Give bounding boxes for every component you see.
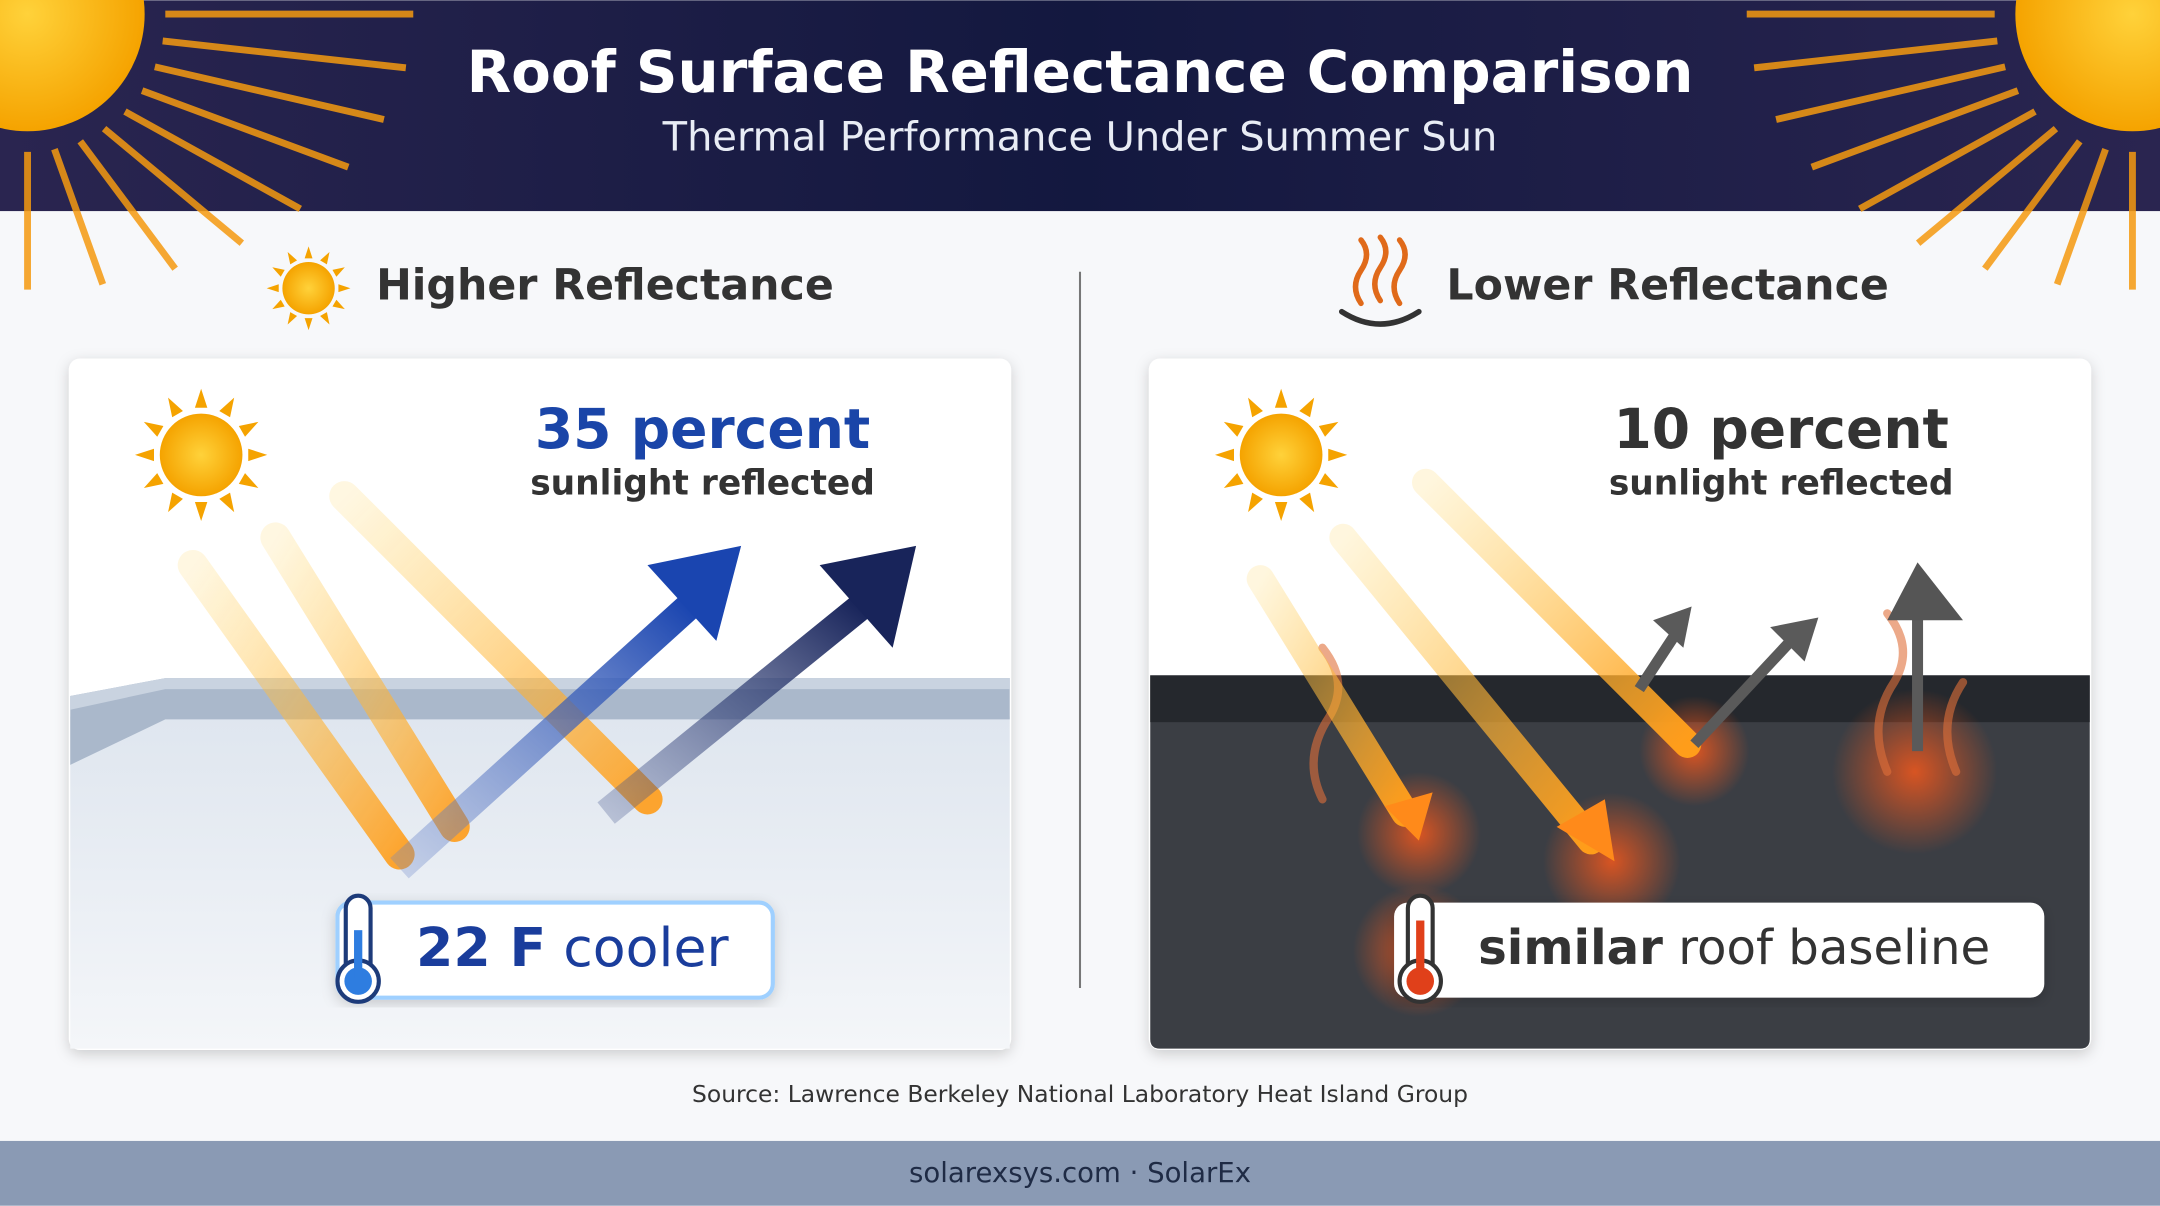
sun-part — [1318, 473, 1339, 488]
card-sun-icon — [135, 388, 268, 522]
sun-part — [338, 284, 351, 293]
sun-part — [2053, 148, 2109, 286]
sun-part — [1775, 63, 2006, 123]
sun-part — [1328, 448, 1348, 462]
sun-part — [287, 251, 298, 265]
sun-part — [332, 267, 345, 277]
sun-part — [1223, 473, 1244, 488]
thermometer-cool — [335, 893, 381, 1004]
sun-part — [1858, 108, 2037, 212]
sun-part — [238, 421, 259, 437]
subtitle: Thermal Performance Under Summer Sun — [662, 114, 1498, 160]
sun-part — [272, 267, 285, 277]
heat-icon — [1338, 234, 1422, 327]
badge-strong: 22 F — [416, 915, 546, 978]
badge-rest: roof baseline — [1678, 920, 1990, 976]
sun-part — [1299, 492, 1315, 513]
sun-part — [1248, 492, 1263, 513]
sun-part — [219, 492, 235, 513]
sun-part — [1299, 397, 1315, 418]
sun-part — [77, 139, 178, 271]
sun-part — [282, 262, 335, 315]
sun-part — [135, 448, 155, 462]
stat: 35 percent — [535, 397, 870, 461]
stat-caption: sunlight reflected — [1609, 464, 1954, 504]
sun-part — [159, 413, 243, 497]
footer: solarexsys.com · SolarEx — [909, 1157, 1251, 1189]
header-suns — [0, 0, 2160, 290]
sun-part — [272, 299, 285, 310]
panel-heading: Higher Reflectance — [376, 261, 834, 311]
footer-band — [0, 1140, 2160, 1206]
sun-part — [1274, 502, 1288, 522]
badge-rest: cooler — [563, 915, 729, 978]
stat: 10 percent — [1613, 397, 1948, 461]
sun-part — [162, 37, 407, 72]
sun-part — [1753, 37, 1998, 72]
sun-part — [320, 251, 330, 265]
header-band — [0, 0, 2160, 212]
badge-text: 22 F cooler — [416, 915, 729, 978]
sun-part — [248, 448, 268, 462]
sun-part — [168, 492, 183, 513]
sun-part — [266, 284, 279, 293]
badge — [1394, 902, 2045, 998]
sun-part — [194, 502, 208, 522]
sun-part — [332, 299, 345, 310]
sun-part — [1318, 421, 1339, 437]
badge-text: similar roof baseline — [1478, 920, 1990, 976]
stat-caption: sunlight reflected — [530, 464, 875, 504]
panel-heading: Lower Reflectance — [1446, 261, 1888, 311]
sun-part — [1810, 87, 2020, 171]
sun-part — [304, 246, 313, 259]
source: Source: Lawrence Berkeley National Labor… — [692, 1080, 1468, 1108]
sun-part — [51, 148, 107, 286]
sun-part — [1915, 125, 2059, 246]
sun-part — [123, 108, 302, 212]
sun-part — [304, 318, 313, 331]
sun-part — [219, 397, 235, 418]
heading-sun-icon — [266, 246, 351, 331]
sun-part — [168, 397, 183, 418]
badge-strong: similar — [1478, 920, 1663, 976]
title: Roof Surface Reflectance Comparison — [467, 38, 1694, 106]
sun-part — [1982, 139, 2083, 271]
sun-part — [143, 421, 164, 437]
sun-part — [238, 473, 259, 488]
sun-part — [194, 388, 208, 408]
sun-part — [1215, 448, 1235, 462]
sun-part — [320, 312, 330, 325]
sun-part — [140, 87, 350, 171]
sun-part — [0, 0, 145, 132]
card-sun-icon — [1215, 388, 1348, 522]
sun-part — [1239, 413, 1323, 497]
sun-part — [2015, 0, 2160, 132]
sun-part — [1248, 397, 1263, 418]
thermometer-hot — [1397, 893, 1443, 1004]
sun-part — [1274, 388, 1288, 408]
sun-part — [1223, 421, 1244, 437]
sun-part — [287, 312, 298, 325]
badge — [335, 900, 775, 1000]
sun-part — [154, 63, 385, 123]
sun-part — [143, 473, 164, 488]
sun-part — [101, 125, 245, 246]
